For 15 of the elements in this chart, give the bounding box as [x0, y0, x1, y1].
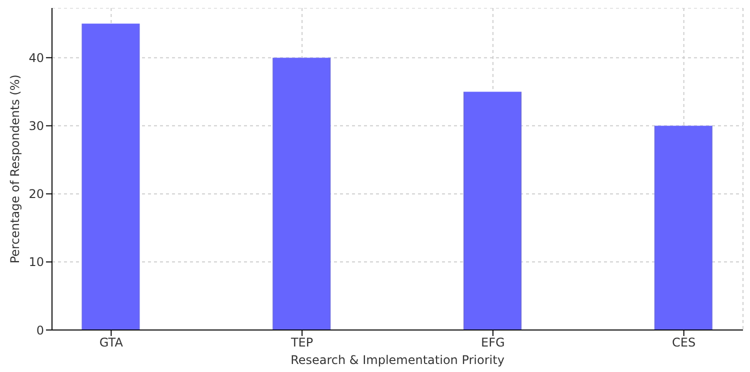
x-tick-label: EFG [481, 336, 505, 350]
x-axis-title: Research & Implementation Priority [290, 353, 504, 367]
y-tick-label: 10 [28, 255, 44, 270]
y-tick-label: 40 [28, 50, 44, 65]
bar [82, 24, 140, 330]
y-tick-label: 0 [36, 323, 44, 338]
y-tick-label: 20 [28, 187, 44, 202]
y-axis-title: Percentage of Respondents (%) [8, 74, 22, 264]
y-tick-label: 30 [28, 119, 44, 134]
x-tick-label: CES [672, 336, 696, 350]
x-tick-label: TEP [290, 336, 314, 350]
bar [654, 126, 712, 330]
bar [272, 58, 331, 330]
x-tick-label: GTA [99, 336, 124, 350]
bar [464, 92, 522, 330]
